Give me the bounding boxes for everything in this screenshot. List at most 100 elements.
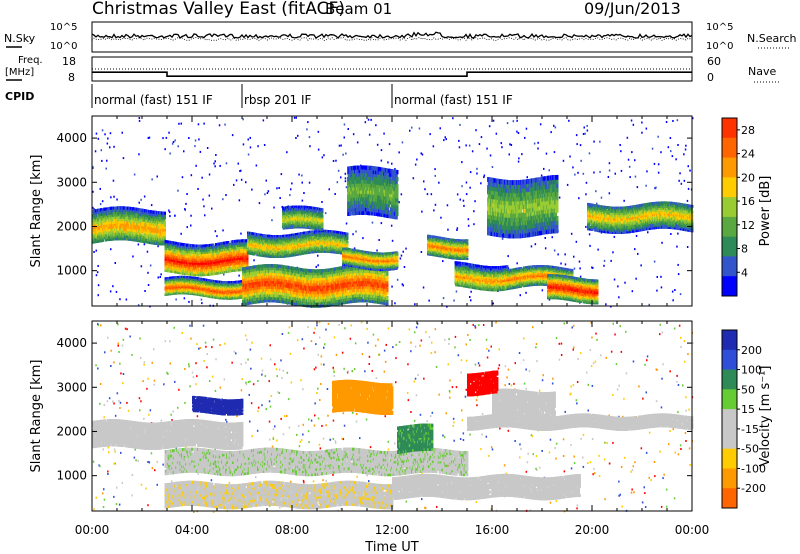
power-cell [628,159,630,161]
cpid-segments: normal (fast) 151 IF rbsp 201 IF normal (f… [92,84,513,108]
power-cell [537,148,539,150]
power-cell [190,215,192,217]
power-cell [574,268,576,270]
power-cell [122,132,124,134]
power-cell [197,188,199,190]
power-cell [599,171,601,173]
power-cell [178,145,180,147]
power-cell [564,253,566,255]
power-cell [141,265,143,267]
power-cell [113,196,115,198]
power-cell [340,176,342,178]
power-cell [317,264,319,266]
power-cell [612,251,614,253]
power-cell [683,153,685,155]
power-cell [435,204,437,206]
power-cell [507,255,509,257]
power-cell [424,188,426,190]
power-cell [543,168,545,170]
power-cell [250,137,252,139]
power-cell [346,186,348,188]
power-cell [309,182,311,184]
power-cell [186,193,188,195]
power-cell [527,176,529,178]
power-cell [157,245,159,247]
power-cell [301,175,303,177]
power-cell [381,160,383,162]
power-cell [486,148,488,150]
power-cell [242,118,244,120]
power-cell [685,149,687,151]
power-cell [480,182,482,184]
power-cell [433,145,435,147]
power-cell [636,235,638,237]
power-cell [423,180,425,182]
power-cell [438,182,440,184]
power-cell [264,193,266,195]
power-cell [198,123,200,125]
power-cell [461,185,463,187]
power-cell [624,282,626,284]
power-cell [688,188,690,190]
power-cell [226,162,228,164]
power-cell [236,179,238,181]
power-heatmap [92,117,694,308]
power-cell [383,133,385,135]
power-cell [160,273,162,275]
power-cell [440,217,442,219]
power-cell [427,193,429,195]
power-cell [144,290,146,292]
power-cell [678,180,680,182]
power-cell [446,138,448,140]
power-cell [158,277,160,279]
power-cell [174,139,176,141]
power-cell [139,120,141,122]
power-cell [340,145,342,147]
power-cell [160,276,162,278]
power-cell [586,125,588,127]
power-cell [635,278,637,280]
power-cell [631,120,633,122]
power-cell [463,200,465,202]
power-cell [678,273,680,275]
power-cell [593,141,595,143]
power-cell [546,153,548,155]
power-cell [496,133,498,135]
power-cell [257,145,259,147]
power-cell [472,150,474,152]
power-cell [391,163,393,165]
power-cell [468,218,470,220]
noise-right-tick-bottom: 10^0 [706,41,733,52]
power-cell [599,141,601,143]
noise-sky-label: N.Sky [4,32,36,45]
power-cell [400,258,402,260]
power-cell [337,181,339,183]
power-cell [96,274,98,276]
power-cell [162,137,164,139]
power-cell [345,177,347,179]
power-cell [516,120,518,122]
power-cell [403,251,405,253]
power-cell [627,137,629,139]
power-cell [150,265,152,267]
power-cell [640,264,642,266]
power-cell [190,225,192,227]
power-cell [148,137,150,139]
power-cell [565,263,567,265]
power-cell [469,296,471,298]
power-cell [144,196,146,198]
power-cell [276,187,278,189]
power-cell [458,140,460,142]
power-cell [429,133,431,135]
power-cell [144,243,146,245]
power-cell [460,199,462,201]
power-cell [101,149,103,151]
power-cell [369,134,371,136]
power-cell [473,210,475,212]
power-cell [203,205,205,207]
power-cell [181,123,183,125]
power-cell [219,124,221,126]
power-cell [334,193,336,195]
power-cell [623,200,625,202]
power-cell [654,261,656,263]
